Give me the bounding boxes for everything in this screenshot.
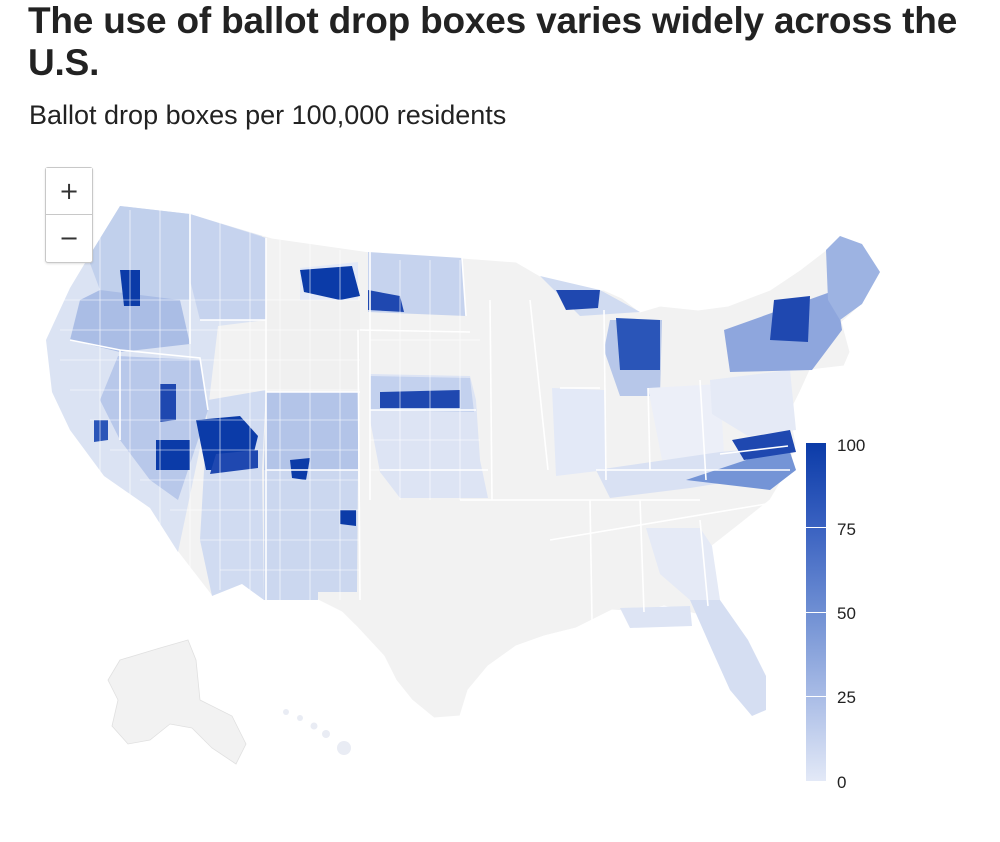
legend-tick-50 [806, 612, 826, 613]
legend-tick-25 [806, 696, 826, 697]
color-legend: 100 75 50 25 0 [806, 437, 886, 793]
hawaii [283, 709, 351, 755]
legend-label-25: 25 [837, 688, 856, 707]
page-subtitle: Ballot drop boxes per 100,000 residents [29, 100, 507, 130]
state-borders [69, 214, 791, 621]
legend-label-50: 50 [837, 604, 856, 623]
zoom-out-button[interactable]: − [46, 214, 92, 261]
page-title: The use of ballot drop boxes varies wide… [28, 0, 958, 83]
midwest-east [540, 236, 880, 716]
legend-label-max: 100 [837, 436, 866, 455]
legend-label-min: 0 [837, 773, 847, 792]
zoom-in-button[interactable]: + [46, 168, 92, 214]
alaska [107, 639, 247, 765]
us-map[interactable] [0, 150, 1000, 842]
zoom-controls: + − [45, 167, 93, 263]
map-container[interactable] [0, 150, 1000, 842]
legend-tick-75 [806, 527, 826, 528]
hotspots [94, 266, 810, 526]
legend-label-75: 75 [837, 520, 856, 539]
county-texture [60, 210, 488, 600]
